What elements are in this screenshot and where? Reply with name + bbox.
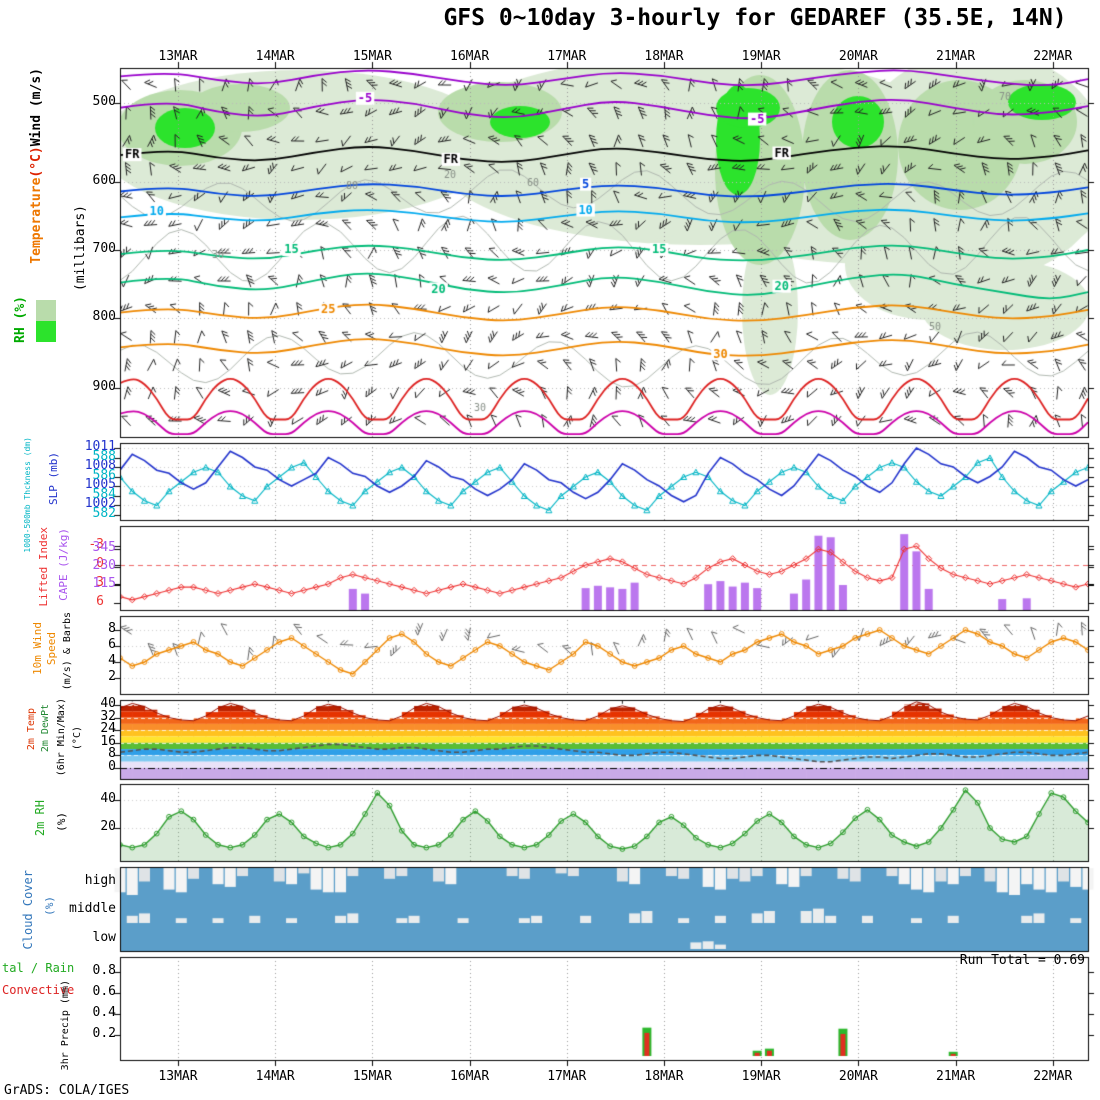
dewpt-axis-label: 2m DewPt bbox=[40, 704, 51, 753]
rh-legend-bright-swatch bbox=[36, 321, 56, 342]
top-date-label: 22MAR bbox=[1033, 49, 1073, 64]
top-date-label: 14MAR bbox=[255, 49, 295, 64]
temp2m-unit-label: (°C) bbox=[72, 726, 83, 751]
thickness-tick: 586 bbox=[92, 467, 116, 483]
precip-axis-label: 3hr Precip (mm) bbox=[60, 980, 71, 1071]
rh2m-axis-label: 2m RH bbox=[33, 800, 47, 837]
li-tick: -3 bbox=[88, 536, 104, 552]
slp-tick: 1011 bbox=[84, 438, 116, 454]
pressure-tick: 800 bbox=[92, 308, 116, 324]
pressure-tick: 500 bbox=[92, 93, 116, 109]
millibars-axis-label: (millibars) bbox=[73, 205, 88, 292]
precip-total-legend: tal / Rain bbox=[2, 961, 75, 975]
precip-tick: 0.2 bbox=[92, 1025, 116, 1041]
wind10-axis-label-3: (m/s) & Barbs bbox=[62, 612, 73, 691]
wind10-tick: 8 bbox=[108, 620, 116, 636]
bottom-date-label: 15MAR bbox=[352, 1069, 392, 1084]
bottom-date-label: 21MAR bbox=[936, 1069, 976, 1084]
rh-legend-label: RH (%) bbox=[13, 296, 28, 343]
temperature-unit-label: (°C) bbox=[29, 146, 44, 178]
cape-tick: 115 bbox=[92, 575, 116, 591]
slp-tick: 1005 bbox=[84, 476, 116, 492]
bottom-date-label: 16MAR bbox=[450, 1069, 490, 1084]
top-date-label: 15MAR bbox=[352, 49, 392, 64]
top-date-label: 20MAR bbox=[838, 49, 878, 64]
rh-legend-light-swatch bbox=[36, 300, 56, 321]
temp2m-tick: 0 bbox=[108, 758, 116, 774]
rh2m-unit-label: (%) bbox=[55, 812, 68, 832]
li-tick: 6 bbox=[96, 593, 104, 609]
thickness-tick: 584 bbox=[92, 486, 116, 502]
lifted-index-axis-label: Lifted Index bbox=[37, 527, 50, 607]
temperature-axis-label: Temperature bbox=[29, 177, 44, 264]
bottom-date-label: 17MAR bbox=[547, 1069, 587, 1084]
li-tick: 0 bbox=[96, 555, 104, 571]
slp-tick: 1002 bbox=[84, 495, 116, 511]
cloud-axis-label: Cloud Cover bbox=[21, 870, 35, 950]
thickness-axis-label: 1000-500mb Thckness (dm) bbox=[23, 437, 32, 553]
bottom-date-label: 19MAR bbox=[741, 1069, 781, 1084]
wind10-tick: 2 bbox=[108, 668, 116, 684]
precip-tick: 0.6 bbox=[92, 983, 116, 999]
slp-tick: 1008 bbox=[84, 457, 116, 473]
bottom-date-label: 22MAR bbox=[1033, 1069, 1073, 1084]
cape-tick: 230 bbox=[92, 557, 116, 573]
pressure-tick: 700 bbox=[92, 240, 116, 256]
temp2m-axis-label: 2m Temp bbox=[26, 708, 37, 751]
rh2m-tick: 40 bbox=[100, 790, 116, 806]
top-date-label: 13MAR bbox=[158, 49, 198, 64]
pressure-tick: 600 bbox=[92, 172, 116, 188]
cape-tick: 345 bbox=[92, 539, 116, 555]
slp-axis-label: SLP (mb) bbox=[47, 452, 60, 505]
cloud-row-label: middle bbox=[69, 901, 116, 916]
top-date-label: 17MAR bbox=[547, 49, 587, 64]
precip-tick: 0.8 bbox=[92, 962, 116, 978]
cape-axis-label: CAPE (J/kg) bbox=[57, 528, 70, 601]
wind10-axis-label-2: Speed bbox=[45, 632, 58, 666]
temp2m-tick: 8 bbox=[108, 746, 116, 762]
temp2m-tick: 40 bbox=[100, 695, 116, 711]
temp2m-tick: 32 bbox=[100, 708, 116, 724]
main-axis-label: Temperature(°C)Wind (m/s) bbox=[29, 68, 45, 264]
minmax-axis-label: (6hr Min/Max) bbox=[56, 698, 67, 777]
precip-convective-legend: Convective bbox=[2, 983, 75, 997]
bottom-date-label: 20MAR bbox=[838, 1069, 878, 1084]
chart-title: GFS 0~10day 3-hourly for GEDAREF (35.5E,… bbox=[443, 5, 1067, 31]
temp2m-tick: 16 bbox=[100, 733, 116, 749]
precip-tick: 0.4 bbox=[92, 1004, 116, 1020]
top-date-label: 19MAR bbox=[741, 49, 781, 64]
cloud-row-label: low bbox=[92, 930, 116, 945]
cloud-row-label: high bbox=[84, 873, 116, 888]
top-date-label: 21MAR bbox=[936, 49, 976, 64]
grads-credit: GrADS: COLA/IGES bbox=[4, 1083, 130, 1098]
wind10-axis-label-1: 10m Wind bbox=[31, 622, 44, 675]
temp2m-tick: 24 bbox=[100, 721, 116, 737]
bottom-date-label: 13MAR bbox=[158, 1069, 198, 1084]
pressure-tick: 900 bbox=[92, 378, 116, 394]
bottom-date-label: 14MAR bbox=[255, 1069, 295, 1084]
thickness-tick: 588 bbox=[92, 448, 116, 464]
rh2m-tick: 20 bbox=[100, 818, 116, 834]
top-date-label: 18MAR bbox=[644, 49, 684, 64]
cloud-unit-label: (%) bbox=[43, 896, 56, 916]
li-tick: 3 bbox=[96, 574, 104, 590]
wind-axis-label: Wind (m/s) bbox=[29, 68, 44, 147]
thickness-tick: 582 bbox=[92, 505, 116, 521]
wind10-tick: 4 bbox=[108, 652, 116, 668]
rh-shade-legend bbox=[36, 300, 56, 342]
run-total: Run Total = 0.69 bbox=[959, 953, 1085, 968]
wind10-tick: 6 bbox=[108, 636, 116, 652]
bottom-date-label: 18MAR bbox=[644, 1069, 684, 1084]
top-date-label: 16MAR bbox=[450, 49, 490, 64]
